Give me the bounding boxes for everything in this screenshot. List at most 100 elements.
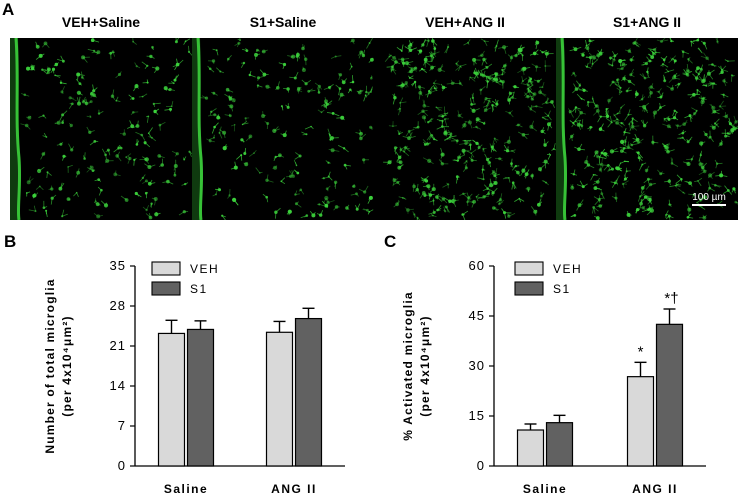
microglia-process <box>615 182 618 185</box>
microglia-process <box>89 114 91 118</box>
microglia-cell <box>651 140 655 144</box>
microglia-process <box>637 152 644 159</box>
microglia-process <box>26 191 31 194</box>
microglia-process <box>137 120 139 127</box>
microglia-process <box>455 65 461 71</box>
microglia-process <box>341 117 345 121</box>
microglia-cell <box>724 114 728 119</box>
microglia-process <box>640 187 644 194</box>
microglia-process <box>508 91 511 94</box>
microglia-process <box>541 131 546 135</box>
microglia-process <box>579 180 584 187</box>
microglia-cell <box>628 123 631 126</box>
microglia-process <box>623 132 625 136</box>
microglia-process <box>637 196 641 202</box>
microglia-process <box>649 48 655 51</box>
microglia-process <box>71 146 75 151</box>
microglia-process <box>572 122 576 126</box>
microglia-process <box>488 77 491 82</box>
microglia-process <box>512 182 515 190</box>
microglia-process <box>674 111 677 118</box>
microglia-cells <box>568 38 738 220</box>
microglia-process <box>545 182 549 186</box>
microglia-process <box>541 102 547 105</box>
microglia-process <box>477 147 480 150</box>
microglia-process <box>165 87 171 91</box>
microglia-process <box>630 143 633 146</box>
microglia-process <box>431 52 434 55</box>
microglia-process <box>700 98 703 102</box>
micrograph-veh-saline <box>10 38 192 220</box>
microglia-process <box>533 79 539 82</box>
microglia-process <box>492 73 496 76</box>
microglia-process <box>105 149 109 153</box>
microglia-process <box>542 51 549 55</box>
y-tick-label: 14 <box>110 378 126 393</box>
microglia-process <box>610 55 615 59</box>
microglia-process <box>409 77 414 80</box>
microglia-process <box>514 169 519 173</box>
microglia-cell <box>50 187 54 191</box>
microglia-process <box>495 168 498 174</box>
microglia-process <box>496 39 499 47</box>
microglia-process <box>657 96 661 98</box>
microglia-process <box>211 126 215 134</box>
microglia-process <box>599 154 602 158</box>
microglia-process <box>61 209 65 217</box>
microglia-process <box>436 107 441 112</box>
microglia-process <box>305 79 312 85</box>
microglia-process <box>734 125 738 129</box>
microglia-process <box>722 190 729 195</box>
microglia-process <box>153 68 158 74</box>
microglia-cell <box>544 65 547 67</box>
microglia-process <box>715 175 722 177</box>
microglia-process <box>577 112 582 119</box>
microglia-cell <box>541 116 544 119</box>
microglia-cell <box>34 210 37 213</box>
microglia-cell <box>299 188 303 192</box>
microglia-process <box>75 172 79 178</box>
microglia-cell <box>233 165 238 170</box>
microglia-process <box>611 182 616 188</box>
microglia-process <box>370 86 373 93</box>
microglia-process <box>573 72 576 78</box>
microglia-process <box>304 126 312 130</box>
legend-label-veh: VEH <box>190 262 219 276</box>
microglia-process <box>112 89 115 97</box>
microglia-process <box>582 87 585 91</box>
microglia-process <box>487 76 492 81</box>
microglia-cell <box>399 101 402 104</box>
microglia-process <box>597 177 600 183</box>
microglia-process <box>621 141 624 146</box>
microglia-process <box>511 150 516 153</box>
microglia-process <box>598 115 602 117</box>
microglia-process <box>527 105 532 110</box>
microglia-process <box>665 145 668 148</box>
microglia-process <box>593 110 599 116</box>
microglia-process <box>487 78 495 80</box>
microglia-process <box>662 142 668 149</box>
microglia-process <box>443 206 446 212</box>
microglia-process <box>358 52 362 59</box>
microglia-process <box>541 127 545 132</box>
microglia-cell <box>403 150 406 153</box>
microglia-cell <box>545 101 548 104</box>
microglia-process <box>608 100 610 103</box>
microglia-cell <box>480 53 484 57</box>
microglia-process <box>457 65 462 72</box>
microglia-process <box>675 178 682 184</box>
microglia-process <box>502 68 507 71</box>
microglia-process <box>426 134 432 141</box>
microglia-process <box>494 138 498 143</box>
microglia-process <box>706 57 710 61</box>
microglia-process <box>522 69 525 76</box>
microglia-process <box>617 79 620 86</box>
microglia-process <box>619 160 625 164</box>
microglia-process <box>139 177 144 182</box>
microglia-process <box>588 52 595 58</box>
microglia-process <box>171 101 174 107</box>
microglia-process <box>732 121 737 126</box>
microglia-process <box>674 110 679 114</box>
microglia-cell <box>600 192 604 196</box>
microglia-process <box>165 87 167 91</box>
